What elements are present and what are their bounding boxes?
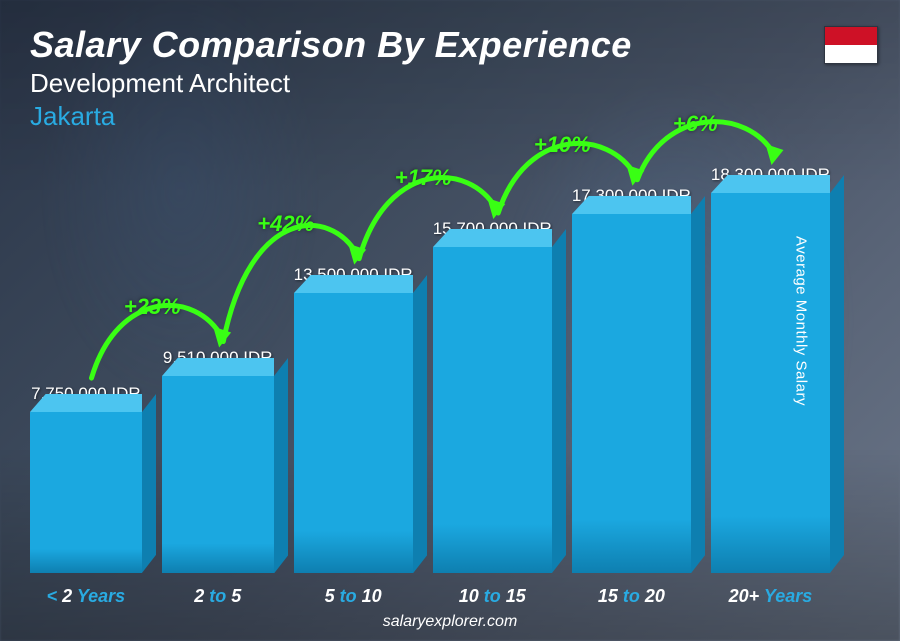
bar-top-face [294, 275, 413, 293]
bar [294, 293, 413, 573]
bar-front-face [572, 214, 691, 573]
bar-front-face [162, 376, 274, 573]
flag-top-stripe [825, 27, 877, 45]
chart-title: Salary Comparison By Experience [30, 24, 870, 66]
bar-side-face [274, 358, 288, 564]
bar-front-face [294, 293, 413, 573]
bar-top-face [162, 358, 274, 376]
bar [30, 412, 142, 573]
bar-x-label: < 2 Years [47, 586, 126, 607]
bar-group: 17,300,000 IDR15 to 20 [572, 186, 691, 573]
bar-group: 18,300,000 IDR20+ Years [711, 165, 830, 573]
bar-front-face [30, 412, 142, 573]
increase-badge: +23% [124, 294, 181, 320]
increase-badge: +42% [257, 211, 314, 237]
footer-attribution: salaryexplorer.com [0, 613, 900, 631]
bar-group: 7,750,000 IDR< 2 Years [30, 384, 142, 573]
bar-side-face [413, 275, 427, 564]
bar-top-face [433, 229, 552, 247]
y-axis-label: Average Monthly Salary [793, 236, 810, 406]
bar-group: 9,510,000 IDR2 to 5 [162, 348, 274, 573]
header: Salary Comparison By Experience Developm… [30, 24, 870, 132]
bar [433, 247, 552, 573]
bar-side-face [142, 394, 156, 564]
bar [711, 193, 830, 573]
increase-badge: +10% [534, 132, 591, 158]
bar-front-face [711, 193, 830, 573]
flag-bottom-stripe [825, 45, 877, 63]
bar-front-face [433, 247, 552, 573]
bar-group: 15,700,000 IDR10 to 15 [433, 219, 552, 573]
increase-badge: +17% [395, 165, 452, 191]
bar-side-face [830, 175, 844, 564]
bar-side-face [691, 196, 705, 564]
bar-x-label: 2 to 5 [194, 586, 241, 607]
country-flag-icon [824, 26, 878, 64]
bar-x-label: 5 to 10 [325, 586, 382, 607]
chart-subtitle: Development Architect [30, 68, 870, 99]
bar-top-face [711, 175, 830, 193]
bar [572, 214, 691, 573]
bar-x-label: 20+ Years [729, 586, 813, 607]
bar-x-label: 10 to 15 [459, 586, 526, 607]
bar [162, 376, 274, 573]
bar-side-face [552, 229, 566, 564]
bar-x-label: 15 to 20 [598, 586, 665, 607]
increase-badge: +6% [673, 111, 718, 137]
bar-chart: 7,750,000 IDR< 2 Years9,510,000 IDR2 to … [30, 160, 830, 573]
bar-group: 13,500,000 IDR5 to 10 [294, 265, 413, 573]
bar-top-face [30, 394, 142, 412]
chart-location: Jakarta [30, 101, 870, 132]
bar-top-face [572, 196, 691, 214]
